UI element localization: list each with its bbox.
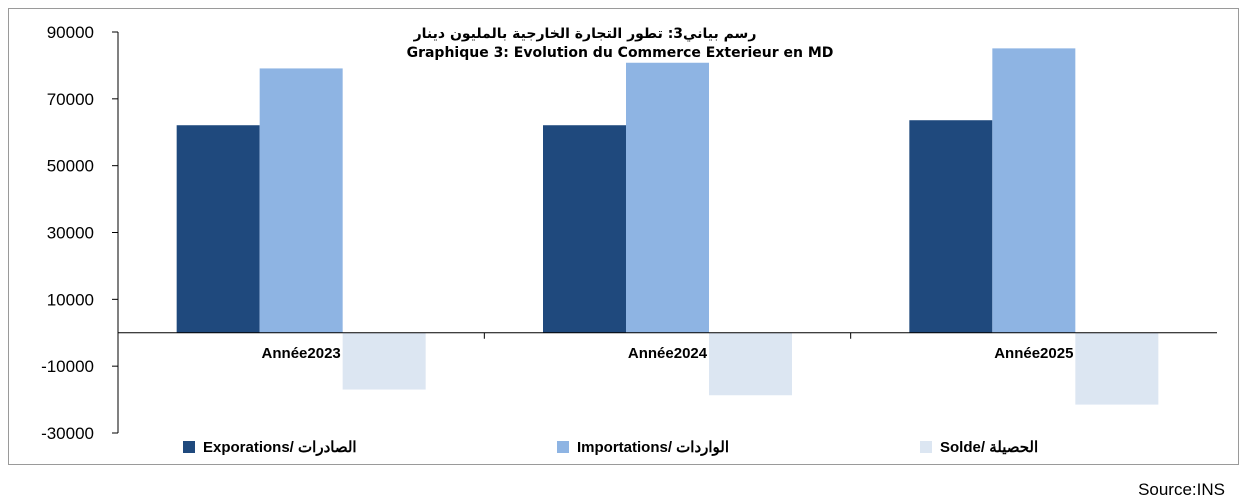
bar-3 (1075, 332, 1159, 405)
y-tick-label: 50000 (47, 157, 94, 176)
bar-1 (909, 120, 993, 333)
bar-2 (626, 62, 709, 333)
bar-3 (709, 332, 792, 396)
chart-title-ar: رسم بياني3: تطور التجارة الخارجية بالملي… (413, 26, 757, 42)
y-tick-label: -10000 (41, 357, 94, 376)
legend-swatch-2 (557, 441, 569, 453)
bar-2 (992, 48, 1076, 333)
y-tick-label: 10000 (47, 290, 94, 309)
source-note: Source:INS (1138, 480, 1225, 499)
plot-area: 90000 70000 50000 30000 10000 -10000 -30000 Ann… (41, 23, 1217, 456)
bar-1 (176, 125, 260, 333)
legend-swatch-1 (183, 441, 195, 453)
legend-label-3: Solde/ الحصيلة (940, 439, 1038, 456)
legend-label-1: Exporations/ الصادرات (203, 439, 357, 456)
y-tick-label: -30000 (41, 424, 94, 443)
x-category-label: Année2025 (994, 345, 1073, 362)
bar-2 (259, 68, 343, 333)
bar-1 (543, 125, 626, 333)
y-tick-label: 90000 (47, 23, 94, 42)
chart-title-fr: Graphique 3: Evolution du Commerce Exter… (407, 45, 834, 61)
x-category-label: Année2023 (262, 345, 341, 362)
legend-label-2: Importations/ الواردات (577, 439, 729, 456)
x-category-label: Année2024 (628, 345, 708, 362)
y-tick-label: 70000 (47, 90, 94, 109)
y-tick-label: 30000 (47, 224, 94, 243)
bar-3 (342, 332, 426, 390)
legend-swatch-3 (920, 441, 932, 453)
